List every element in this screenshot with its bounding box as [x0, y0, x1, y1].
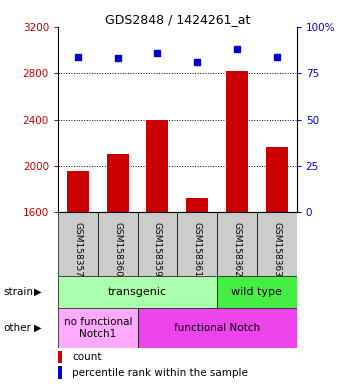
Bar — [226, 71, 248, 212]
Text: ▶: ▶ — [34, 287, 42, 297]
Bar — [266, 147, 288, 212]
Text: no functional
Notch1: no functional Notch1 — [63, 317, 132, 339]
Bar — [107, 154, 129, 212]
Bar — [67, 170, 89, 212]
Bar — [58, 212, 98, 276]
Text: ▶: ▶ — [34, 323, 42, 333]
Bar — [58, 366, 62, 379]
Bar — [217, 276, 297, 308]
Text: count: count — [72, 352, 102, 362]
Text: GSM158360: GSM158360 — [113, 222, 122, 277]
Text: GSM158361: GSM158361 — [193, 222, 202, 277]
Bar — [186, 198, 208, 212]
Bar — [58, 276, 217, 308]
Bar — [137, 212, 177, 276]
Text: percentile rank within the sample: percentile rank within the sample — [72, 367, 248, 377]
Bar — [257, 212, 297, 276]
Text: GSM158359: GSM158359 — [153, 222, 162, 277]
Bar — [177, 212, 217, 276]
Bar — [98, 212, 137, 276]
Bar — [58, 351, 62, 362]
Bar — [147, 119, 168, 212]
Bar — [217, 212, 257, 276]
Bar — [137, 308, 297, 348]
Text: strain: strain — [3, 287, 33, 297]
Text: GSM158362: GSM158362 — [233, 222, 241, 276]
Text: transgenic: transgenic — [108, 287, 167, 297]
Text: GSM158363: GSM158363 — [272, 222, 281, 277]
Title: GDS2848 / 1424261_at: GDS2848 / 1424261_at — [105, 13, 250, 26]
Bar — [58, 308, 137, 348]
Text: GSM158357: GSM158357 — [73, 222, 83, 277]
Text: wild type: wild type — [232, 287, 282, 297]
Text: other: other — [3, 323, 31, 333]
Text: functional Notch: functional Notch — [174, 323, 260, 333]
